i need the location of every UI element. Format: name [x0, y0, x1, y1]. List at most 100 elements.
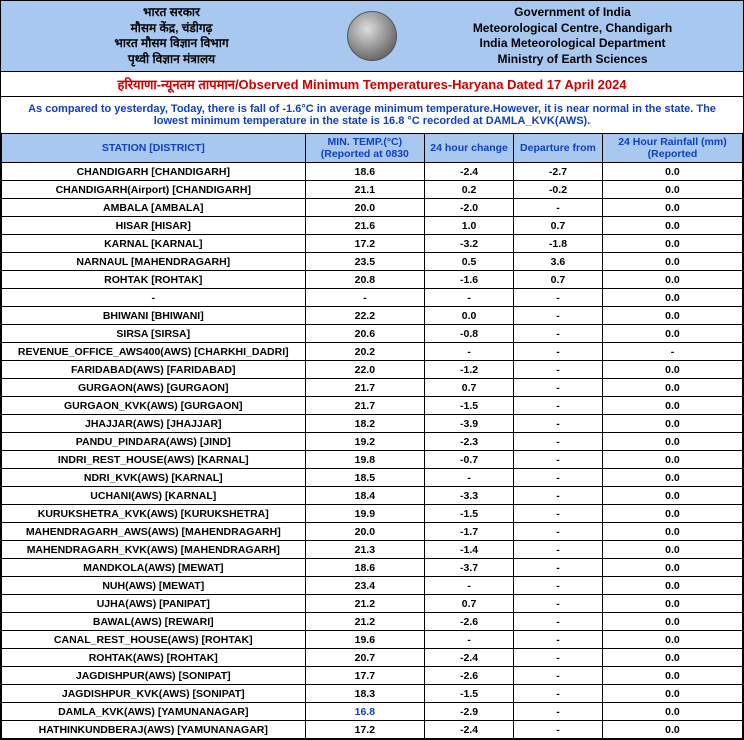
value-cell: 20.0	[305, 199, 425, 217]
value-cell: 19.6	[305, 631, 425, 649]
table-row: ROHTAK(AWS) [ROHTAK]20.7-2.4-0.0	[2, 649, 743, 667]
table-row: JHAJJAR(AWS) [JHAJJAR]18.2-3.9-0.0	[2, 415, 743, 433]
value-cell: 21.2	[305, 595, 425, 613]
value-cell: 0.0	[602, 217, 742, 235]
value-cell: 0.0	[602, 613, 742, 631]
table-row: INDRI_REST_HOUSE(AWS) [KARNAL]19.8-0.7-0…	[2, 451, 743, 469]
value-cell: 0.7	[514, 217, 603, 235]
value-cell: -	[425, 343, 514, 361]
value-cell: -	[514, 433, 603, 451]
value-cell: -3.7	[425, 559, 514, 577]
hdr-hi-0: भारत सरकार	[3, 5, 340, 21]
table-row: HISAR [HISAR]21.61.00.70.0	[2, 217, 743, 235]
value-cell: 0.0	[602, 361, 742, 379]
table-row: GURGAON(AWS) [GURGAON]21.70.7-0.0	[2, 379, 743, 397]
station-cell: KURUKSHETRA_KVK(AWS) [KURUKSHETRA]	[2, 505, 306, 523]
value-cell: 0.0	[602, 325, 742, 343]
value-cell: 0.0	[602, 685, 742, 703]
station-cell: FARIDABAD(AWS) [FARIDABAD]	[2, 361, 306, 379]
station-cell: JAGDISHPUR(AWS) [SONIPAT]	[2, 667, 306, 685]
table-row: KURUKSHETRA_KVK(AWS) [KURUKSHETRA]19.9-1…	[2, 505, 743, 523]
table-row: CHANDIGARH [CHANDIGARH]18.6-2.4-2.70.0	[2, 163, 743, 181]
value-cell: 18.5	[305, 469, 425, 487]
table-row: FARIDABAD(AWS) [FARIDABAD]22.0-1.2-0.0	[2, 361, 743, 379]
col-header-0: STATION [DISTRICT]	[2, 134, 306, 163]
value-cell: -	[514, 289, 603, 307]
value-cell: 0.5	[425, 253, 514, 271]
col-header-4: 24 Hour Rainfall (mm) (Reported	[602, 134, 742, 163]
station-cell: KARNAL [KARNAL]	[2, 235, 306, 253]
value-cell: -1.2	[425, 361, 514, 379]
value-cell: -2.4	[425, 721, 514, 739]
table-row: ROHTAK [ROHTAK]20.8-1.60.70.0	[2, 271, 743, 289]
value-cell: -	[514, 595, 603, 613]
table-row: AMBALA [AMBALA]20.0-2.0-0.0	[2, 199, 743, 217]
value-cell: -	[514, 577, 603, 595]
table-row: GURGAON_KVK(AWS) [GURGAON]21.7-1.5-0.0	[2, 397, 743, 415]
value-cell: 19.2	[305, 433, 425, 451]
table-row: NUH(AWS) [MEWAT]23.4--0.0	[2, 577, 743, 595]
station-cell: MAHENDRAGARH_AWS(AWS) [MAHENDRAGARH]	[2, 523, 306, 541]
hdr-en-0: Government of India	[404, 5, 741, 21]
hdr-en-2: India Meteorological Department	[404, 36, 741, 52]
value-cell: 20.8	[305, 271, 425, 289]
value-cell: 23.5	[305, 253, 425, 271]
value-cell: 19.9	[305, 505, 425, 523]
value-cell: -	[514, 667, 603, 685]
value-cell: 0.0	[602, 415, 742, 433]
value-cell: 0.0	[602, 703, 742, 721]
value-cell: -	[514, 415, 603, 433]
value-cell: -	[425, 631, 514, 649]
table-row: BHIWANI [BHIWANI]22.20.0-0.0	[2, 307, 743, 325]
value-cell: -	[425, 469, 514, 487]
hdr-en-1: Meteorological Centre, Chandigarh	[404, 21, 741, 37]
value-cell: 18.3	[305, 685, 425, 703]
station-cell: GURGAON(AWS) [GURGAON]	[2, 379, 306, 397]
station-cell: GURGAON_KVK(AWS) [GURGAON]	[2, 397, 306, 415]
value-cell: 17.2	[305, 235, 425, 253]
table-head: STATION [DISTRICT]MIN. TEMP.(°C) (Report…	[2, 134, 743, 163]
value-cell: 0.0	[602, 721, 742, 739]
hdr-hi-1: मौसम केंद्र, चंडीगढ़	[3, 21, 340, 37]
value-cell: 22.0	[305, 361, 425, 379]
value-cell: -	[514, 325, 603, 343]
station-cell: BHIWANI [BHIWANI]	[2, 307, 306, 325]
station-cell: DAMLA_KVK(AWS) [YAMUNANAGAR]	[2, 703, 306, 721]
value-cell: 0.0	[602, 289, 742, 307]
value-cell: -0.7	[425, 451, 514, 469]
value-cell: -2.4	[425, 649, 514, 667]
value-cell: -3.2	[425, 235, 514, 253]
station-cell: ROHTAK(AWS) [ROHTAK]	[2, 649, 306, 667]
table-row: CHANDIGARH(Airport) [CHANDIGARH]21.10.2-…	[2, 181, 743, 199]
value-cell: 0.0	[602, 487, 742, 505]
value-cell: 23.4	[305, 577, 425, 595]
value-cell: 21.6	[305, 217, 425, 235]
value-cell: -	[602, 343, 742, 361]
table-body: CHANDIGARH [CHANDIGARH]18.6-2.4-2.70.0CH…	[2, 163, 743, 739]
value-cell: 0.0	[602, 235, 742, 253]
value-cell: 17.2	[305, 721, 425, 739]
value-cell: -	[514, 397, 603, 415]
hdr-hi-3: पृथ्वी विज्ञान मंत्रालय	[3, 52, 340, 68]
table-row: NARNAUL [MAHENDRAGARH]23.50.53.60.0	[2, 253, 743, 271]
value-cell: 0.0	[602, 595, 742, 613]
table-row: ----0.0	[2, 289, 743, 307]
value-cell: 16.8	[305, 703, 425, 721]
value-cell: -1.5	[425, 685, 514, 703]
value-cell: -	[514, 469, 603, 487]
value-cell: 0.0	[425, 307, 514, 325]
value-cell: -3.9	[425, 415, 514, 433]
value-cell: -	[514, 523, 603, 541]
station-cell: UCHANI(AWS) [KARNAL]	[2, 487, 306, 505]
summary-text: As compared to yesterday, Today, there i…	[1, 97, 743, 133]
value-cell: 21.7	[305, 397, 425, 415]
value-cell: -1.4	[425, 541, 514, 559]
station-cell: PANDU_PINDARA(AWS) [JIND]	[2, 433, 306, 451]
value-cell: -	[514, 361, 603, 379]
table-row: UJHA(AWS) [PANIPAT]21.20.7-0.0	[2, 595, 743, 613]
header-banner: भारत सरकार मौसम केंद्र, चंडीगढ़ भारत मौस…	[1, 1, 743, 72]
value-cell: -2.4	[425, 163, 514, 181]
table-row: HATHINKUNDBERAJ(AWS) [YAMUNANAGAR]17.2-2…	[2, 721, 743, 739]
value-cell: 19.8	[305, 451, 425, 469]
table-row: CANAL_REST_HOUSE(AWS) [ROHTAK]19.6--0.0	[2, 631, 743, 649]
